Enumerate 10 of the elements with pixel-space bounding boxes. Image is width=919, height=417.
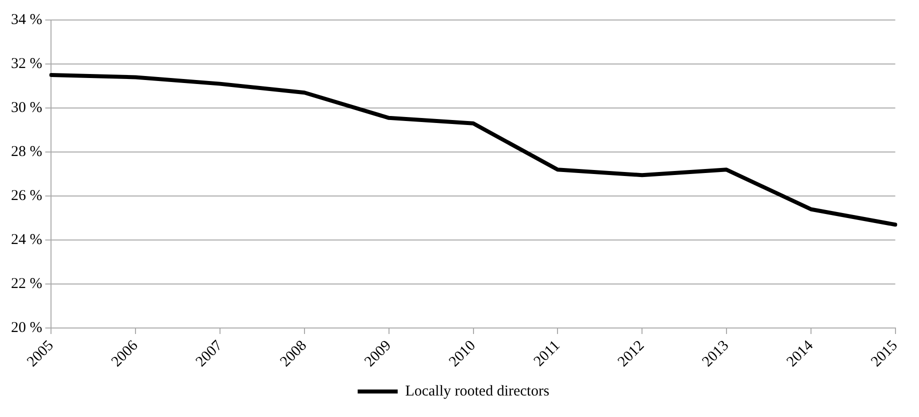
x-tick-label: 2011 bbox=[531, 338, 564, 370]
y-tick-label: 34 % bbox=[10, 12, 42, 28]
y-tick-label: 32 % bbox=[10, 56, 42, 72]
y-tick-label: 24 % bbox=[10, 232, 42, 248]
y-tick-label: 30 % bbox=[10, 100, 42, 116]
y-tick-label: 20 % bbox=[10, 320, 42, 336]
y-tick-label: 28 % bbox=[10, 144, 42, 160]
y-tick-label: 26 % bbox=[10, 188, 42, 204]
legend-label: Locally rooted directors bbox=[405, 383, 550, 400]
y-tick-label: 22 % bbox=[10, 276, 42, 292]
